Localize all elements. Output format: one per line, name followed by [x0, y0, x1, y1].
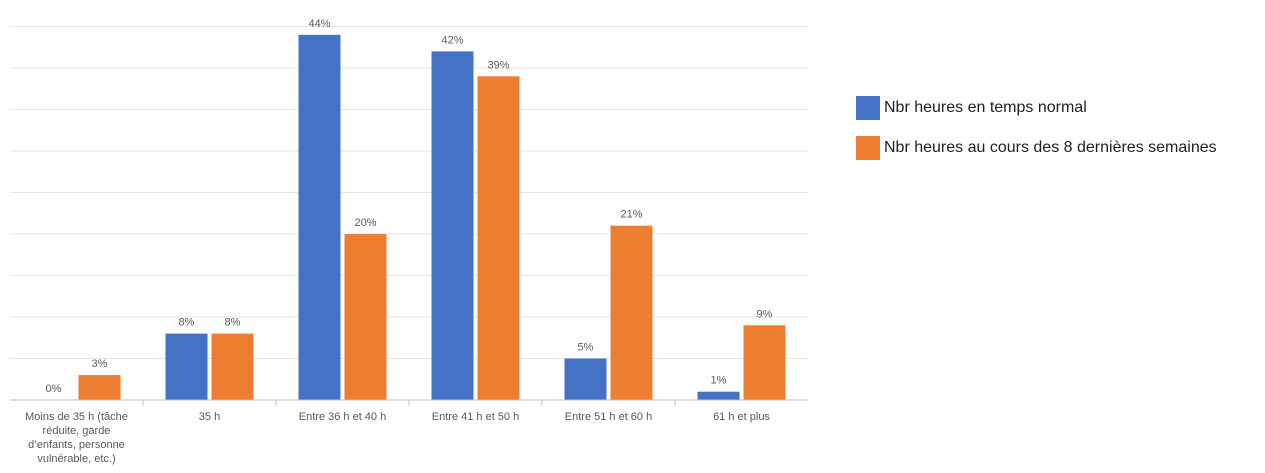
bar-series-1-cat-3	[298, 34, 341, 401]
legend-label-series-2: Nbr heures au cours des 8 dernières sema…	[884, 139, 1217, 156]
x-tick-label-cat-4: Entre 41 h et 50 h	[432, 411, 519, 423]
data-label-series-1-cat-3: 44%	[308, 18, 330, 30]
data-label-series-1-cat-5: 5%	[578, 342, 594, 354]
legend: Nbr heures en temps normal Nbr heures au…	[856, 96, 1217, 176]
x-tick-label-cat-2: 35 h	[199, 411, 220, 423]
bar-series-2-cat-6	[743, 325, 786, 400]
bar-series-2-cat-3	[344, 234, 387, 400]
bar-series-1-cat-4	[431, 51, 474, 401]
gridlines	[10, 26, 808, 359]
bar-series-2-cat-4	[477, 76, 520, 401]
data-label-series-2-cat-2: 8%	[225, 317, 241, 329]
bar-chart: 0% 3% 8% 8% 44% 20% 42% 39% 5% 21% 1% 9% Moins de 3…	[10, 18, 808, 465]
data-label-series-1-cat-4: 42%	[441, 34, 463, 46]
data-label-series-2-cat-3: 20%	[354, 217, 376, 229]
data-label-series-2-cat-6: 9%	[757, 308, 773, 320]
legend-swatch-series-2	[856, 136, 880, 160]
bars: 0% 3% 8% 8% 44% 20% 42% 39% 5% 21% 1% 9%	[46, 18, 786, 401]
data-label-series-1-cat-1: 0%	[46, 383, 62, 395]
x-tick-label-cat-6: 61 h et plus	[713, 411, 770, 423]
bar-series-2-cat-5	[610, 225, 653, 400]
data-label-series-1-cat-2: 8%	[179, 317, 195, 329]
legend-item-series-2: Nbr heures au cours des 8 dernières sema…	[856, 136, 1217, 160]
bar-series-2-cat-2	[211, 333, 254, 400]
data-label-series-1-cat-6: 1%	[711, 375, 727, 387]
bar-series-2-cat-1	[78, 375, 121, 400]
data-label-series-2-cat-5: 21%	[620, 209, 642, 221]
legend-swatch-series-1	[856, 96, 880, 120]
bar-series-1-cat-5	[564, 358, 607, 400]
bar-series-1-cat-2	[165, 333, 208, 400]
legend-item-series-1: Nbr heures en temps normal	[856, 96, 1217, 120]
legend-label-series-1: Nbr heures en temps normal	[884, 99, 1087, 116]
bar-series-1-cat-6	[697, 391, 740, 400]
x-tick-label-cat-3: Entre 36 h et 40 h	[299, 411, 386, 423]
x-tick-labels: Moins de 35 h (tâche réduite, garde d’enfa…	[25, 400, 770, 465]
x-tick-label-cat-5: Entre 51 h et 60 h	[565, 411, 652, 423]
data-label-series-2-cat-1: 3%	[92, 358, 108, 370]
data-label-series-2-cat-4: 39%	[487, 59, 509, 71]
x-tick-label-cat-1: Moins de 35 h (tâche réduite, garde d’enfa…	[25, 411, 128, 465]
